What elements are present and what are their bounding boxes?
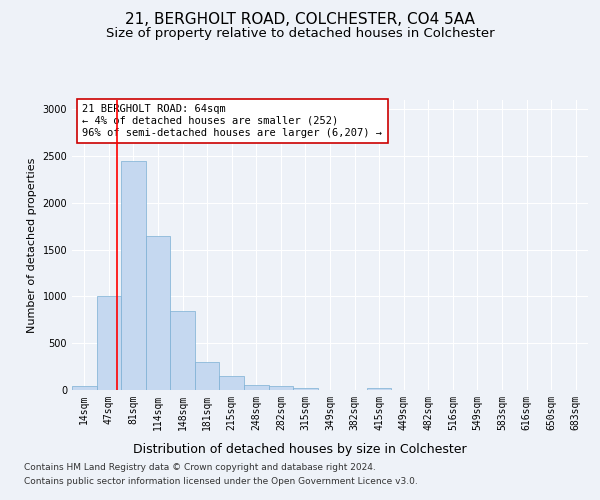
Bar: [269, 386, 293, 390]
Text: 21 BERGHOLT ROAD: 64sqm
← 4% of detached houses are smaller (252)
96% of semi-de: 21 BERGHOLT ROAD: 64sqm ← 4% of detached…: [82, 104, 382, 138]
Text: Contains HM Land Registry data © Crown copyright and database right 2024.: Contains HM Land Registry data © Crown c…: [24, 464, 376, 472]
Bar: [293, 388, 318, 390]
Bar: [97, 296, 121, 390]
Y-axis label: Number of detached properties: Number of detached properties: [27, 158, 37, 332]
Bar: [170, 312, 195, 390]
Bar: [220, 376, 244, 390]
Bar: [244, 386, 269, 390]
Text: Contains public sector information licensed under the Open Government Licence v3: Contains public sector information licen…: [24, 477, 418, 486]
Bar: [146, 236, 170, 390]
Bar: [195, 362, 220, 390]
Text: Size of property relative to detached houses in Colchester: Size of property relative to detached ho…: [106, 28, 494, 40]
Text: 21, BERGHOLT ROAD, COLCHESTER, CO4 5AA: 21, BERGHOLT ROAD, COLCHESTER, CO4 5AA: [125, 12, 475, 28]
Bar: [121, 161, 146, 390]
Bar: [72, 386, 97, 390]
Bar: [367, 388, 391, 390]
Text: Distribution of detached houses by size in Colchester: Distribution of detached houses by size …: [133, 442, 467, 456]
